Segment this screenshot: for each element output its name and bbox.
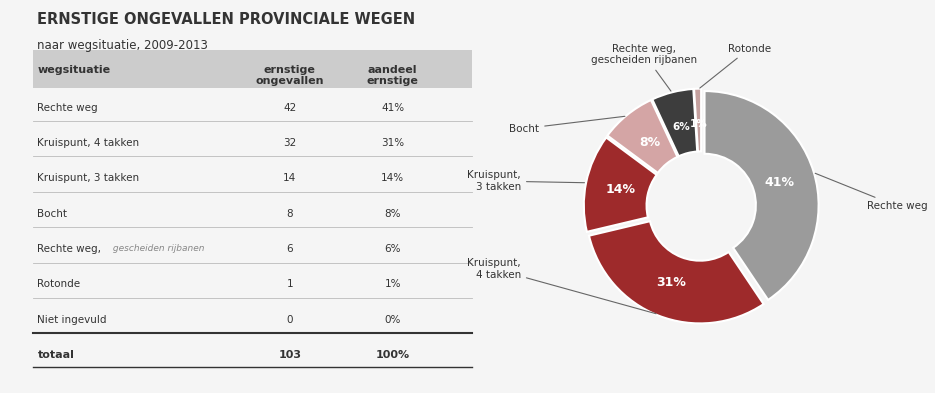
- Text: 8: 8: [286, 209, 294, 219]
- Text: 1: 1: [286, 279, 294, 289]
- Text: 103: 103: [279, 350, 301, 360]
- Text: wegsituatie: wegsituatie: [37, 65, 110, 75]
- Text: Kruispunt,
4 takken: Kruispunt, 4 takken: [468, 258, 656, 314]
- Text: 14: 14: [283, 173, 296, 183]
- Text: 0%: 0%: [384, 315, 401, 325]
- Text: naar wegsituatie, 2009-2013: naar wegsituatie, 2009-2013: [37, 39, 209, 52]
- Wedge shape: [589, 221, 764, 323]
- Text: Rechte weg,: Rechte weg,: [37, 244, 101, 254]
- Text: Bocht: Bocht: [37, 209, 67, 219]
- Text: 14%: 14%: [381, 173, 404, 183]
- Text: Kruispunt, 4 takken: Kruispunt, 4 takken: [37, 138, 139, 148]
- Wedge shape: [694, 88, 701, 151]
- Text: 8%: 8%: [384, 209, 401, 219]
- Text: 32: 32: [283, 138, 296, 148]
- Text: Bocht: Bocht: [510, 116, 625, 134]
- Text: 0: 0: [287, 315, 293, 325]
- Wedge shape: [583, 138, 656, 232]
- Text: 6: 6: [286, 244, 294, 254]
- Text: 8%: 8%: [639, 136, 660, 149]
- Text: totaal: totaal: [37, 350, 74, 360]
- Text: 31%: 31%: [381, 138, 404, 148]
- Text: gescheiden rijbanen: gescheiden rijbanen: [110, 244, 205, 253]
- Text: 14%: 14%: [606, 183, 636, 196]
- Text: 100%: 100%: [376, 350, 410, 360]
- Text: Rechte weg: Rechte weg: [815, 173, 928, 211]
- Text: 6%: 6%: [672, 121, 690, 132]
- Text: aandeel
ernstige: aandeel ernstige: [367, 65, 419, 86]
- Wedge shape: [608, 100, 678, 173]
- Text: 41%: 41%: [765, 176, 795, 189]
- Text: Niet ingevuld: Niet ingevuld: [37, 315, 107, 325]
- Text: Rechte weg,
gescheiden rijbanen: Rechte weg, gescheiden rijbanen: [591, 44, 698, 91]
- Text: 41%: 41%: [381, 103, 404, 112]
- Text: 6%: 6%: [384, 244, 401, 254]
- Text: Rotonde: Rotonde: [37, 279, 80, 289]
- Text: ERNSTIGE ONGEVALLEN PROVINCIALE WEGEN: ERNSTIGE ONGEVALLEN PROVINCIALE WEGEN: [37, 12, 415, 27]
- Text: Kruispunt, 3 takken: Kruispunt, 3 takken: [37, 173, 139, 183]
- Text: 1%: 1%: [384, 279, 401, 289]
- Text: Rechte weg: Rechte weg: [37, 103, 98, 112]
- Bar: [33, 50, 472, 88]
- Text: ernstige
ongevallen: ernstige ongevallen: [255, 65, 324, 86]
- Wedge shape: [653, 89, 698, 156]
- Text: Rotonde: Rotonde: [699, 44, 770, 88]
- Text: 42: 42: [283, 103, 296, 112]
- Wedge shape: [705, 91, 819, 300]
- Text: Kruispunt,
3 takken: Kruispunt, 3 takken: [468, 170, 584, 192]
- Text: 31%: 31%: [656, 276, 686, 289]
- Text: 1%: 1%: [690, 119, 708, 129]
